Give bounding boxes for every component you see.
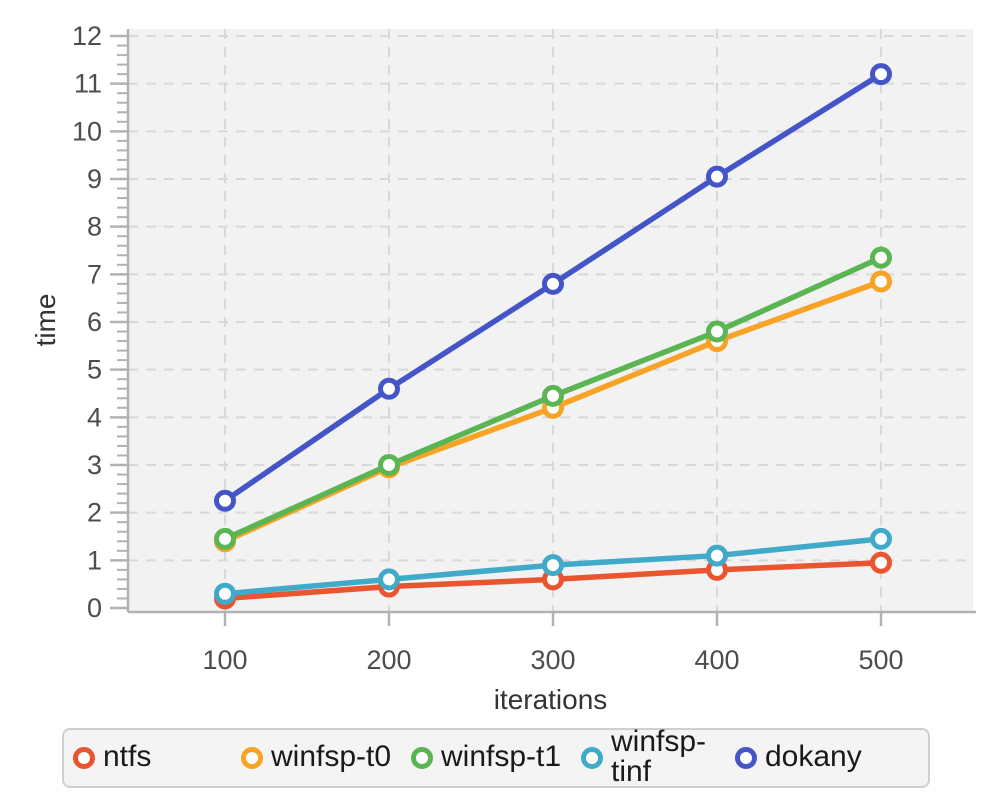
y-tick-label-2: 2: [87, 498, 102, 528]
legend-label-winfsp-t1: winfsp-t1: [441, 740, 562, 773]
legend-marker-icon-ntfs: [73, 747, 95, 769]
y-tick-label-0: 0: [87, 593, 102, 623]
y-tick-label-5: 5: [87, 355, 102, 385]
marker-winfsp-t1-100: [214, 527, 236, 550]
legend-item-winfsp-t1[interactable]: winfsp-t1: [411, 742, 581, 774]
marker-dokany-200: [378, 377, 400, 400]
marker-winfsp-tinf-200: [378, 568, 400, 591]
y-tick-label-10: 10: [72, 116, 102, 146]
marker-winfsp-tinf-100: [214, 582, 236, 605]
y-tick-label-6: 6: [87, 307, 102, 337]
legend-marker-icon-winfsp-t1: [411, 747, 433, 769]
y-tick-label-3: 3: [87, 450, 102, 480]
y-tick-label-11: 11: [74, 69, 102, 99]
legend-item-dokany[interactable]: dokany: [735, 742, 862, 774]
x-tick-label-100: 100: [202, 645, 247, 675]
marker-winfsp-t1-500: [870, 246, 892, 269]
legend-label-ntfs: ntfs: [103, 740, 152, 773]
x-tick-label-400: 400: [694, 645, 739, 675]
marker-ntfs-500: [870, 551, 892, 574]
legend-marker-icon-dokany: [735, 747, 757, 769]
marker-winfsp-t0-500: [870, 270, 892, 293]
x-tick-label-300: 300: [530, 645, 575, 675]
marker-winfsp-tinf-400: [706, 544, 728, 567]
marker-winfsp-tinf-300: [542, 554, 564, 577]
y-tick-label-12: 12: [72, 21, 102, 51]
y-tick-label-1: 1: [87, 545, 102, 575]
legend-label-winfsp-t0: winfsp-t0: [271, 740, 392, 773]
marker-dokany-300: [542, 272, 564, 295]
y-axis-title: time: [30, 293, 61, 347]
y-tick-label-8: 8: [87, 212, 102, 242]
y-tick-label-7: 7: [87, 259, 102, 289]
legend-label-winfsp-tinf: winfsp-tinf: [611, 725, 707, 788]
marker-winfsp-t1-400: [706, 320, 728, 343]
legend-item-winfsp-tinf[interactable]: winfsp-tinf: [581, 727, 735, 789]
legend-item-winfsp-t0[interactable]: winfsp-t0: [241, 742, 411, 774]
marker-winfsp-t1-300: [542, 384, 564, 407]
marker-winfsp-tinf-500: [870, 527, 892, 550]
x-tick-label-500: 500: [858, 645, 903, 675]
plot-area: [128, 29, 973, 612]
legend-marker-icon-winfsp-tinf: [581, 747, 603, 769]
marker-dokany-500: [870, 63, 892, 86]
marker-dokany-100: [214, 489, 236, 512]
marker-dokany-400: [706, 165, 728, 188]
x-tick-label-200: 200: [366, 645, 411, 675]
y-tick-label-4: 4: [87, 402, 102, 432]
y-tick-label-9: 9: [87, 164, 102, 194]
legend-item-ntfs[interactable]: ntfs: [73, 742, 241, 774]
x-axis-title: iterations: [493, 684, 608, 715]
legend-label-dokany: dokany: [765, 740, 862, 773]
legend: ntfs winfsp-t0 winfsp-t1 winfsp-tinf dokany: [62, 727, 930, 789]
marker-winfsp-t1-200: [378, 454, 400, 476]
legend-marker-icon-winfsp-t0: [241, 747, 263, 769]
